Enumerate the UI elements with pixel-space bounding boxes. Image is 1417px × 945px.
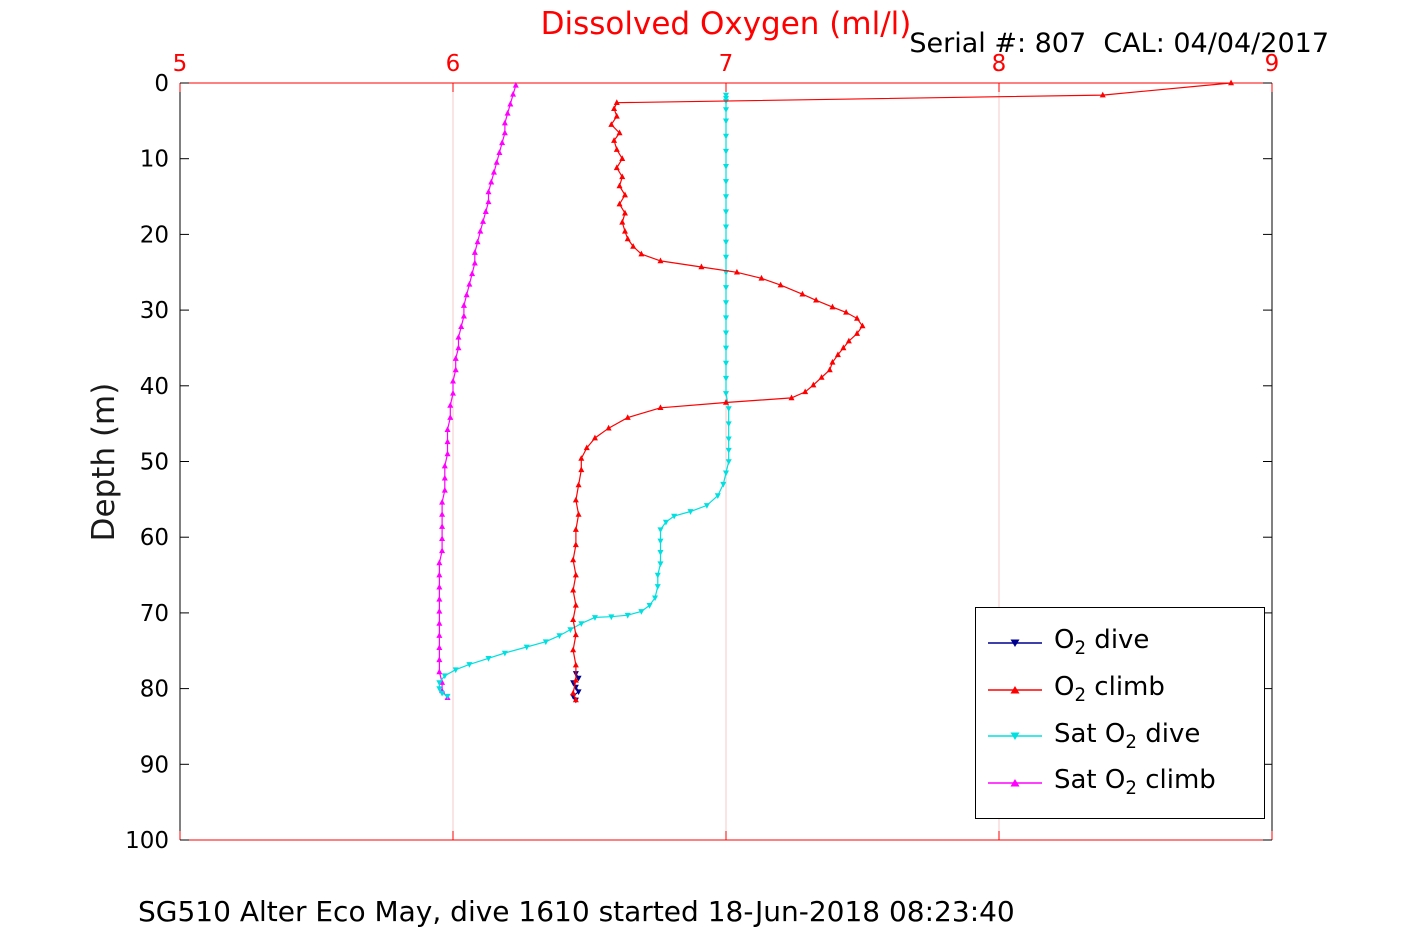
legend-sample-sat-o2-dive	[988, 732, 1042, 741]
legend: O2 dive O2 climb Sat O2 dive Sat O2 climb	[975, 607, 1265, 819]
legend-label-sat-o2-climb: Sat O2 climb	[1054, 765, 1216, 800]
legend-sample-sat-o2-climb	[988, 778, 1042, 787]
x-tick-label: 8	[992, 51, 1007, 77]
legend-sample-o2-dive	[988, 639, 1042, 647]
legend-sample-o2-climb	[988, 685, 1042, 694]
x-tick-label: 5	[173, 51, 188, 77]
y-tick-label: 80	[140, 677, 169, 703]
y-tick-label: 50	[140, 450, 169, 476]
legend-entry-o2-dive: O2 dive	[988, 627, 1264, 658]
series-line-sat-o2-dive	[438, 95, 730, 697]
y-tick-label: 40	[140, 374, 169, 400]
series-markers-o2-climb	[570, 79, 1235, 703]
y-tick-label: 10	[140, 147, 169, 173]
y-tick-label: 60	[140, 525, 169, 551]
y-tick-label: 30	[140, 298, 169, 324]
series-markers-sat-o2-dive	[436, 92, 732, 700]
triangle-up-marker-icon	[1010, 685, 1020, 694]
triangle-down-marker-icon	[1010, 639, 1020, 647]
chart-title: Dissolved Oxygen (ml/l)	[540, 6, 912, 42]
legend-entry-sat-o2-climb: Sat O2 climb	[988, 767, 1264, 798]
y-tick-label: 70	[140, 601, 169, 627]
legend-label-sat-o2-dive: Sat O2 dive	[1054, 718, 1201, 753]
y-tick-label: 0	[154, 71, 169, 97]
x-tick-label: 7	[719, 51, 734, 77]
serial-cal-text: Serial #: 807 CAL: 04/04/2017	[909, 28, 1329, 59]
dive-caption: SG510 Alter Eco May, dive 1610 started 1…	[138, 895, 1015, 928]
legend-entry-o2-climb: O2 climb	[988, 674, 1264, 705]
triangle-down-marker-icon	[1010, 732, 1020, 741]
y-tick-label: 100	[125, 828, 169, 854]
x-tick-label: 6	[446, 51, 461, 77]
legend-label-o2-climb: O2 climb	[1054, 671, 1165, 707]
triangle-up-marker-icon	[1010, 778, 1020, 787]
series-line-sat-o2-climb	[438, 85, 517, 699]
y-tick-label: 90	[140, 752, 169, 778]
series-markers-sat-o2-climb	[436, 81, 519, 700]
legend-label-o2-dive: O2 dive	[1054, 625, 1150, 660]
x-tick-label: 9	[1265, 51, 1280, 77]
legend-entry-sat-o2-dive: Sat O2 dive	[988, 721, 1264, 752]
y-tick-label: 20	[140, 222, 169, 248]
